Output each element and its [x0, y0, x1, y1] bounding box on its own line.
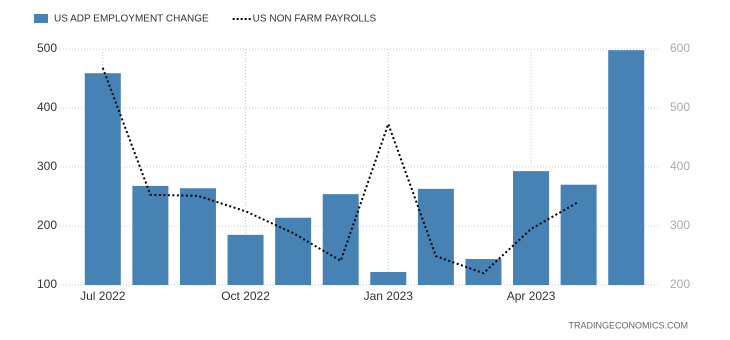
bar: [132, 185, 169, 285]
x-tick-label: Oct 2022: [221, 289, 270, 303]
x-tick-label: Apr 2023: [507, 289, 556, 303]
bar: [465, 259, 502, 285]
bar: [275, 217, 312, 285]
y2-tick-label: 500: [670, 100, 690, 114]
bar: [513, 171, 550, 285]
x-tick-label: Jan 2023: [364, 289, 414, 303]
source: TRADINGECONOMICS.COM: [568, 320, 688, 330]
y-tick-label: 300: [37, 159, 57, 173]
y2-tick-label: 200: [670, 277, 690, 291]
y-tick-label: 400: [37, 100, 57, 114]
y2-tick-label: 300: [670, 218, 690, 232]
bar: [417, 188, 454, 285]
y-tick-label: 100: [37, 277, 57, 291]
line: [101, 67, 580, 275]
bar: [322, 194, 359, 285]
y-tick-label: 500: [37, 41, 57, 55]
bar: [227, 234, 264, 285]
bar: [608, 50, 645, 286]
legend-label: US NON FARM PAYROLLS: [253, 14, 377, 25]
y2-tick-label: 600: [670, 41, 690, 55]
bar: [370, 272, 407, 285]
legend-label: US ADP EMPLOYMENT CHANGE: [54, 14, 209, 25]
legend-swatch: [34, 14, 48, 23]
y2-tick-label: 400: [670, 159, 690, 173]
bar: [560, 184, 597, 285]
x-tick-label: Jul 2022: [80, 289, 126, 303]
bar: [179, 188, 216, 285]
y-tick-label: 200: [37, 218, 57, 232]
bar: [84, 73, 121, 285]
